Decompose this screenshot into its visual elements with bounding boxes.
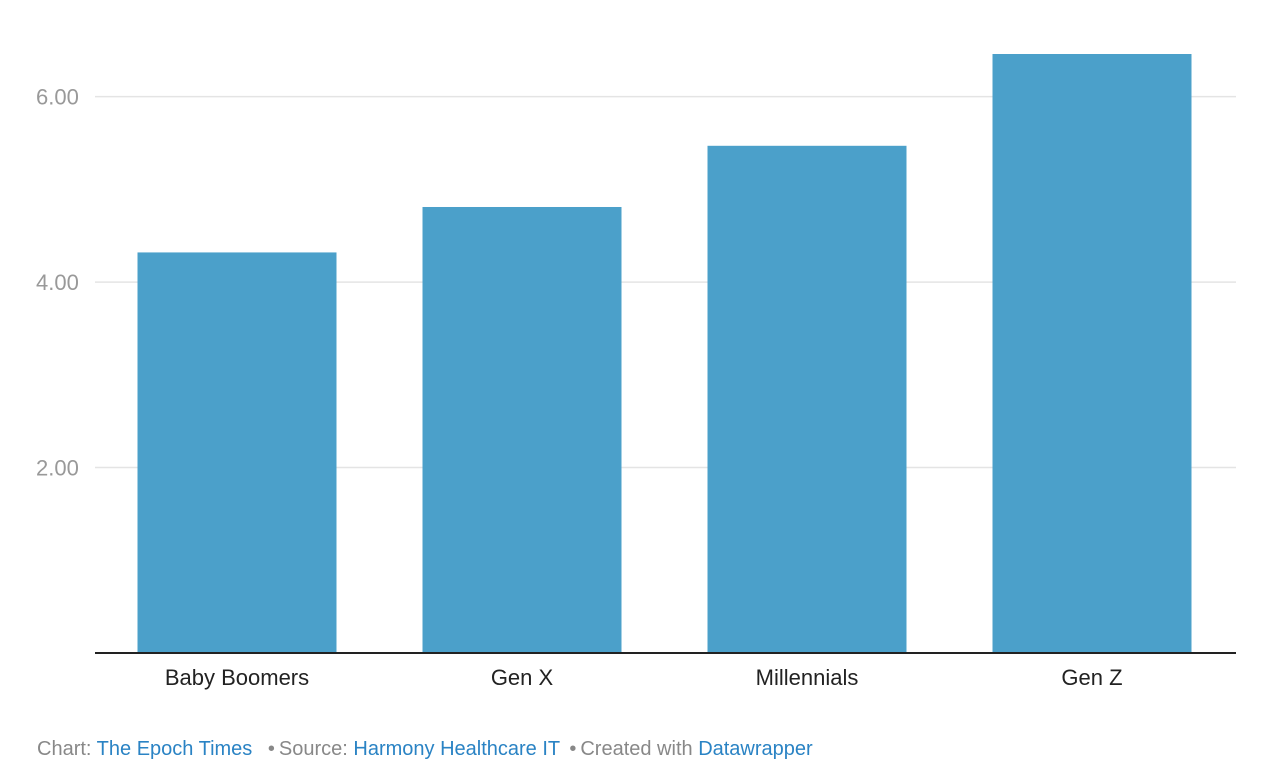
x-category-label: Gen X bbox=[491, 665, 554, 690]
bar-gen-z bbox=[992, 54, 1192, 653]
bar-baby-boomers bbox=[137, 252, 337, 653]
x-axis-category-labels: Baby Boomers Gen X Millennials Gen Z bbox=[165, 665, 1123, 690]
x-category-label: Gen Z bbox=[1061, 665, 1122, 690]
bar-chart: 2.00 4.00 6.00 Baby Boomers Gen X Millennial… bbox=[36, 54, 1236, 690]
y-tick-label: 4.00 bbox=[36, 270, 79, 295]
y-tick-label: 2.00 bbox=[36, 456, 79, 481]
footer-separator: • bbox=[267, 738, 275, 760]
bar-gen-x bbox=[422, 206, 622, 653]
chart-footer: Chart: The Epoch Times • Source: Harmony … bbox=[37, 738, 813, 761]
chart-credit-prefix: Chart: bbox=[37, 738, 92, 760]
created-with-prefix: Created with bbox=[580, 738, 693, 760]
x-category-label: Millennials bbox=[756, 665, 859, 690]
source-prefix: Source: bbox=[278, 738, 348, 760]
bars bbox=[137, 54, 1192, 653]
chart-credit-link[interactable]: The Epoch Times bbox=[96, 738, 253, 760]
y-axis-tick-labels: 2.00 4.00 6.00 bbox=[36, 85, 79, 481]
x-category-label: Baby Boomers bbox=[165, 665, 309, 690]
footer-separator: • bbox=[569, 738, 577, 760]
source-link[interactable]: Harmony Healthcare IT bbox=[353, 738, 560, 760]
y-tick-label: 6.00 bbox=[36, 85, 79, 110]
bar-millennials bbox=[707, 145, 907, 653]
datawrapper-link[interactable]: Datawrapper bbox=[698, 738, 813, 760]
